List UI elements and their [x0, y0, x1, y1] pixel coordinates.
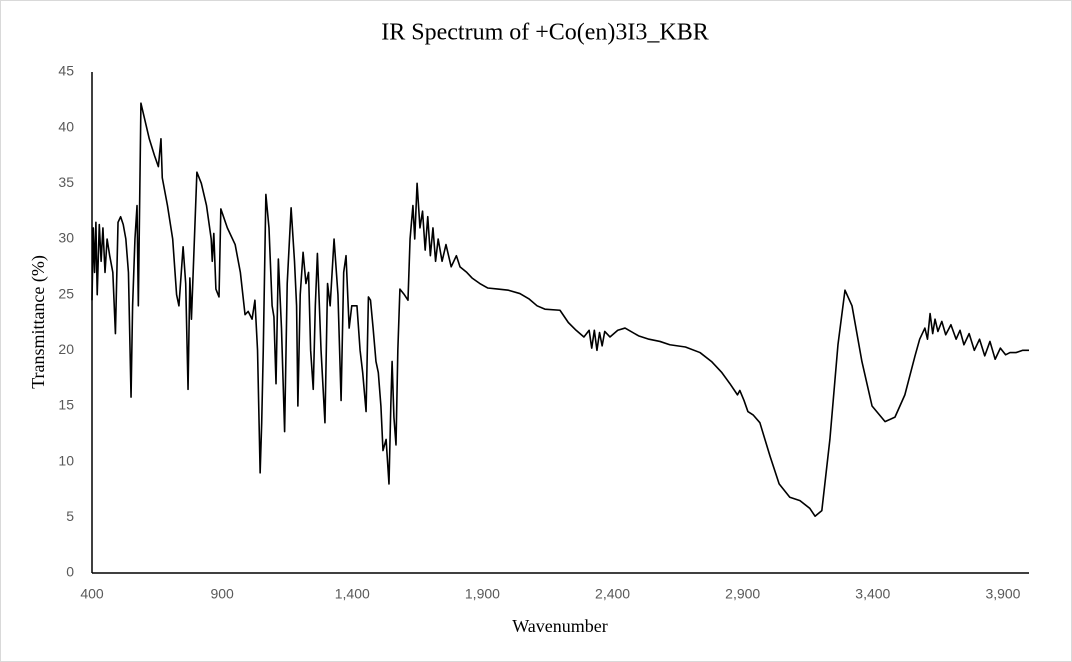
- x-tick-label: 1,400: [335, 586, 370, 602]
- y-axis-label: Transmittance (%): [28, 255, 49, 389]
- x-axis-label: Wavenumber: [512, 616, 608, 636]
- y-tick-label: 30: [58, 230, 74, 246]
- y-tick-label: 25: [58, 285, 74, 301]
- y-tick-label: 40: [58, 118, 74, 134]
- x-tick-label: 2,900: [725, 586, 760, 602]
- y-tick-label: 15: [58, 397, 74, 413]
- y-tick-label: 10: [58, 452, 74, 468]
- x-tick-label: 900: [210, 586, 234, 602]
- y-tick-label: 35: [58, 174, 74, 190]
- x-tick-label: 400: [80, 586, 104, 602]
- chart-title: IR Spectrum of +Co(en)3I3_KBR: [381, 20, 709, 46]
- x-tick-label: 3,400: [855, 586, 890, 602]
- y-tick-label: 0: [66, 564, 74, 580]
- spectrum-line: [91, 102, 1029, 518]
- x-tick-label: 3,900: [985, 586, 1020, 602]
- y-tick-label: 45: [58, 63, 74, 79]
- y-tick-label: 5: [66, 508, 74, 524]
- x-tick-label: 2,400: [595, 586, 630, 602]
- x-tick-label: 1,900: [465, 586, 500, 602]
- y-tick-label: 20: [58, 341, 74, 357]
